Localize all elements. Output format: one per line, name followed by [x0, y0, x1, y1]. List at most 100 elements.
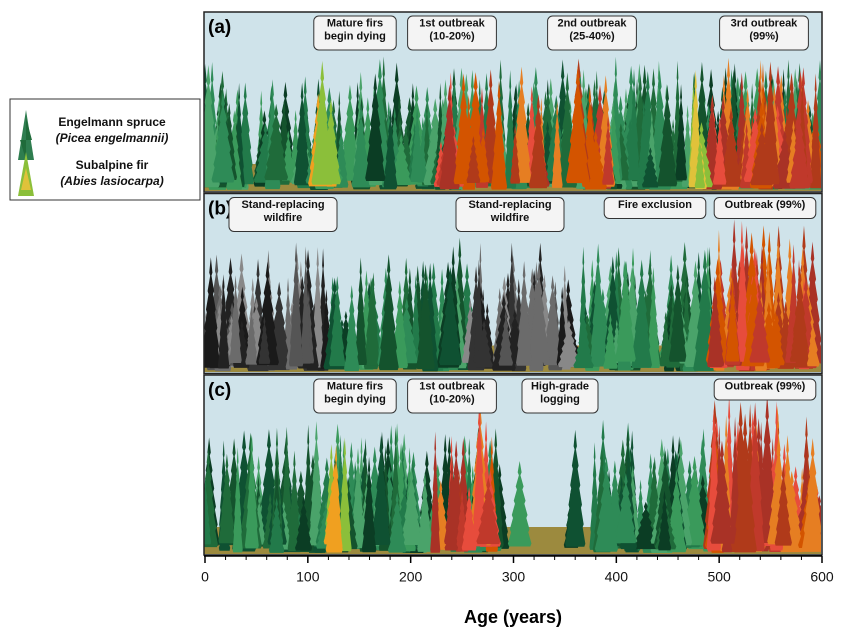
panel-label: (a): [208, 17, 231, 38]
tree: [720, 107, 742, 187]
annotation-box: [313, 378, 397, 414]
annotation-box: [313, 15, 397, 51]
forest: [204, 395, 821, 554]
tree: [211, 91, 235, 183]
tree: [439, 266, 462, 366]
tree: [615, 472, 637, 544]
tree: [602, 116, 615, 185]
x-tick-label: 600: [810, 569, 834, 585]
tree: [371, 435, 391, 545]
tree: [264, 103, 289, 181]
tree: [417, 472, 433, 552]
tree: [576, 310, 592, 364]
x-tick-label: 300: [502, 569, 526, 585]
tree: [631, 259, 652, 368]
tree: [232, 447, 243, 553]
legend-label: Subalpine fir: [76, 158, 149, 172]
annotation-text: begin dying: [324, 393, 386, 405]
tree: [351, 105, 371, 188]
annotation-box: [521, 378, 599, 414]
tree: [476, 127, 490, 183]
tree: [749, 287, 771, 363]
tree: [471, 403, 487, 547]
tree: [516, 261, 533, 366]
tree: [475, 320, 493, 368]
tree: [354, 257, 367, 365]
x-tick-label: 0: [201, 569, 209, 585]
tree: [378, 254, 399, 371]
tree: [383, 107, 398, 188]
legend-sublabel: (Abies lasiocarpa): [60, 174, 163, 188]
axis: Age (years) 0 100 200 300 400 500 600: [201, 555, 834, 627]
tree: [557, 320, 580, 368]
tree: [510, 125, 521, 184]
tree: [245, 306, 258, 365]
panel: (b) Stand-replacingwildfireStand-replacin…: [203, 192, 823, 375]
tree: [268, 497, 285, 553]
annotation-box: [455, 197, 565, 232]
tree: [416, 264, 435, 370]
tree: [439, 84, 460, 190]
tree: [323, 481, 341, 545]
tree: [641, 147, 659, 188]
annotation-text: Mature firs: [327, 380, 383, 392]
tree: [712, 118, 727, 185]
tree: [390, 134, 412, 185]
annotation-text: High-grade: [531, 380, 589, 392]
annotation-box: [719, 15, 809, 51]
tree: [258, 316, 271, 364]
forest: [204, 56, 821, 191]
tree: [594, 456, 619, 552]
x-tick-label: 400: [605, 569, 629, 585]
tree: [410, 107, 425, 182]
tree: [344, 285, 360, 372]
tree: [675, 84, 687, 181]
tree: [801, 438, 821, 552]
tree: [461, 486, 477, 551]
annotation-text: 3rd outbreak: [731, 17, 799, 29]
tree: [338, 437, 352, 552]
tree: [350, 448, 366, 549]
tree: [646, 267, 661, 368]
legend-sublabel: (Picea engelmannii): [56, 131, 169, 145]
tree: [204, 477, 212, 545]
tree: [528, 262, 550, 363]
tree: [218, 453, 236, 544]
annotation-text: 1st outbreak: [419, 17, 485, 29]
annotation-text: Stand-replacing: [468, 199, 551, 211]
tree: [657, 490, 672, 551]
x-tick-label: 100: [296, 569, 320, 585]
annotation-text: (10-20%): [429, 393, 475, 405]
panel-border: [203, 374, 823, 556]
annotation-box: [228, 197, 338, 232]
tree: [444, 461, 460, 545]
tree: [204, 257, 221, 368]
tree: [387, 492, 407, 553]
fir-icon-detail: [21, 168, 31, 190]
tree: [565, 66, 590, 184]
tree: [293, 82, 311, 186]
annotation-box: [407, 378, 497, 414]
annotation-text: Stand-replacing: [241, 199, 324, 211]
tree: [603, 313, 618, 369]
tree: [498, 310, 513, 366]
legend: Engelmann spruce (Picea engelmannii) Sub…: [9, 98, 201, 201]
tree: [244, 433, 259, 549]
annotation-box: [547, 15, 637, 51]
panel-border: [203, 11, 823, 193]
annotation-box: [713, 378, 817, 401]
legend-label: Engelmann spruce: [58, 115, 166, 129]
annotation-text: logging: [540, 393, 580, 405]
annotation-text: (10-20%): [429, 30, 475, 42]
annotation-text: wildfire: [490, 212, 530, 224]
forest: [204, 219, 821, 372]
panel-label: (c): [208, 380, 231, 401]
tree: [361, 456, 377, 553]
annotation-text: Mature firs: [327, 17, 383, 29]
tree: [668, 264, 687, 362]
annotation-text: Fire exclusion: [618, 199, 692, 211]
tree: [615, 260, 636, 362]
tree: [400, 468, 423, 546]
tree: [565, 429, 586, 547]
